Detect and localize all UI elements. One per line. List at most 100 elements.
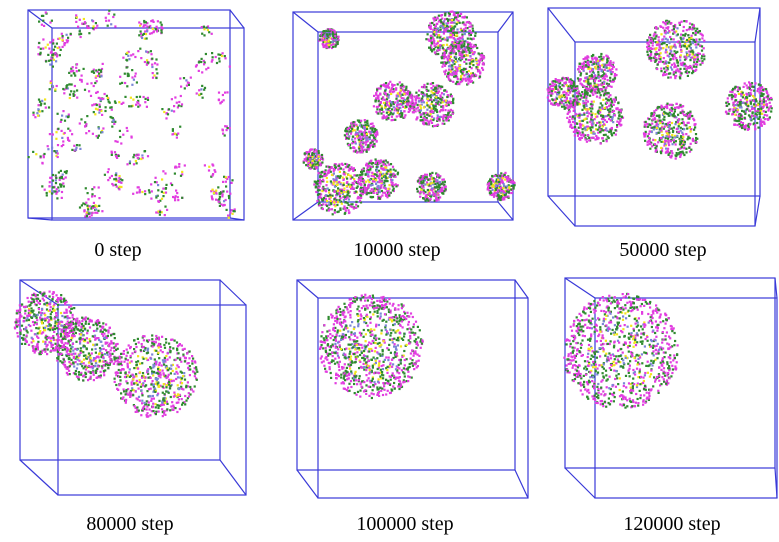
particle [366,171,368,173]
particle [680,49,682,51]
particle [435,87,437,89]
particle [157,200,159,202]
particle [375,170,377,172]
particle [482,69,484,71]
particle [684,43,686,45]
particle [595,77,597,79]
particle [403,116,405,118]
particle [671,152,673,154]
particle [342,177,344,179]
particle [223,200,225,202]
particle [122,102,124,104]
particle [370,145,372,147]
particle [646,42,648,44]
particle [679,56,681,58]
particle [387,188,389,190]
particle [439,94,441,96]
particle [604,66,606,68]
particle [53,186,55,188]
particle [68,115,70,117]
particle [231,209,233,211]
particle [353,121,355,123]
particle [138,191,140,193]
particle [62,140,64,142]
particle [370,160,372,162]
particle [436,111,438,113]
particle [222,133,224,135]
particle [165,188,167,190]
particle [226,129,228,131]
particle [609,108,611,110]
particle [448,69,450,71]
particle [460,13,462,15]
particle [86,215,88,217]
particle [674,44,676,46]
particle [102,127,104,129]
particle [422,122,424,124]
particle [688,147,690,149]
particle [357,126,359,128]
particle [500,172,502,174]
particle [139,25,141,27]
particle [343,173,345,175]
particle [691,28,693,30]
particle [583,85,585,87]
particle [443,32,445,34]
particle [156,63,158,65]
particle [173,105,175,107]
particle [660,61,662,63]
particle [146,106,148,108]
particle [146,64,148,66]
particle [139,48,141,50]
particle [368,192,370,194]
particle [381,180,383,182]
particle [309,149,311,151]
particle [372,146,374,148]
particle [56,197,58,199]
particle [448,55,450,57]
particle [28,156,30,158]
particle [215,56,217,58]
particle [351,188,353,190]
particle [359,125,361,127]
particle [109,102,111,104]
particle [604,115,606,117]
particle [318,193,320,195]
particle [495,180,497,182]
particle [667,77,669,79]
particle [616,124,618,126]
particle [91,188,93,190]
particle [378,160,380,162]
particle [79,19,81,21]
particle [653,35,655,37]
particle [59,37,61,39]
particle [171,98,173,100]
particle [591,69,593,71]
particle [423,94,425,96]
particle [620,124,622,126]
particle [75,147,77,149]
particle [57,113,59,115]
particle [324,41,326,43]
particle [145,50,147,52]
particle [346,163,348,165]
particle [202,97,204,99]
particle [467,76,469,78]
particle [421,185,423,187]
particle [501,181,503,183]
particle [495,184,497,186]
particle [126,52,128,54]
particle [95,69,97,71]
particle [469,55,471,57]
particle [333,191,335,193]
particle [55,179,57,181]
particle [381,165,383,167]
particle [371,196,373,198]
particle [127,55,129,57]
particle [379,110,381,112]
particle [593,137,595,139]
particle [576,104,578,106]
particle [205,53,207,55]
particle [585,77,587,79]
particle [160,21,162,23]
